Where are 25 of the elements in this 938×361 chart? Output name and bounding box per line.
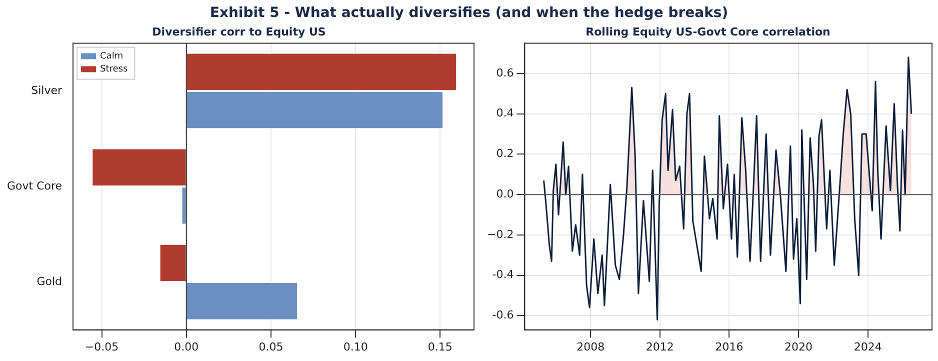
x-tick-label: 0.05	[258, 340, 284, 354]
y-tick-label: −0.2	[486, 228, 514, 241]
x-tick-label: 2012	[646, 340, 674, 354]
legend-label: Stress	[100, 64, 128, 75]
x-tick-label: 2024	[854, 340, 882, 354]
chart-title: Exhibit 5 - What actually diversifies (and when the hedge breaks)	[208, 4, 730, 23]
x-tick-label: 0.10	[343, 340, 368, 354]
x-tick-label: −0.05	[84, 340, 119, 354]
y-tick-label: Silver	[31, 84, 62, 97]
y-tick-label: Gold	[36, 274, 62, 288]
x-tick-label: 0.00	[174, 340, 199, 354]
y-tick-label: -0.4	[492, 268, 514, 282]
y-tick-label: 0.0	[496, 187, 514, 200]
chart-title: Rolling Equity US-Govt Core correlation	[586, 25, 830, 38]
y-tick-label: 0.6	[496, 66, 514, 80]
x-tick-label: 2008	[576, 340, 605, 354]
x-tick-label: 2020	[784, 340, 813, 354]
y-tick-label: 0.4	[496, 106, 514, 120]
x-tick-label: 0.15	[428, 340, 452, 354]
y-tick-label: Govt Core	[6, 179, 62, 192]
legend-label: Calm	[100, 52, 124, 62]
chart-subtitle: Diversifier corr to Equity US	[152, 25, 326, 38]
y-tick-label: -0.6	[492, 308, 514, 322]
y-tick-label: 0.2	[496, 147, 514, 160]
x-tick-label: 2016	[715, 340, 744, 354]
